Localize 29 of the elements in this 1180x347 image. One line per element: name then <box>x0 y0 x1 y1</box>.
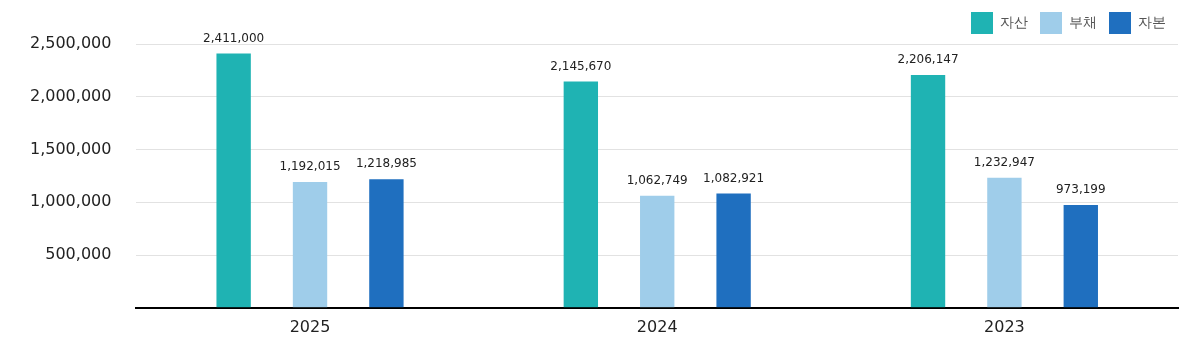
bar <box>910 75 946 308</box>
x-tick-label: 2024 <box>636 316 678 336</box>
data-label: 973,199 <box>1055 182 1106 197</box>
bar <box>716 193 751 308</box>
bar <box>987 177 1022 308</box>
legend-label: 자산 <box>1000 13 1028 30</box>
data-label: 2,145,670 <box>550 58 612 73</box>
data-label: 1,082,921 <box>703 170 765 185</box>
data-label: 1,062,749 <box>626 172 688 187</box>
data-label: 2,411,000 <box>203 30 265 45</box>
x-tick-label: 2025 <box>289 316 331 336</box>
data-label: 1,232,947 <box>973 154 1035 169</box>
data-label: 2,206,147 <box>897 52 959 67</box>
bar <box>640 195 675 308</box>
x-tick-label: 2023 <box>984 316 1025 336</box>
y-tick-label: 1,500,000 <box>29 138 112 158</box>
bar <box>369 179 404 308</box>
y-tick-label: 2,000,000 <box>29 85 112 105</box>
bar <box>563 81 599 308</box>
data-label: 1,218,985 <box>355 156 417 171</box>
data-label: 1,192,015 <box>279 159 341 174</box>
y-tick-label: 1,000,000 <box>29 191 112 211</box>
y-tick-label: 2,500,000 <box>29 33 112 53</box>
bar <box>216 53 251 308</box>
legend-label: 자본 <box>1138 13 1166 30</box>
bar <box>1063 205 1098 308</box>
legend-label: 부채 <box>1069 13 1097 30</box>
bar <box>292 182 328 308</box>
y-tick-label: 500,000 <box>45 244 112 264</box>
